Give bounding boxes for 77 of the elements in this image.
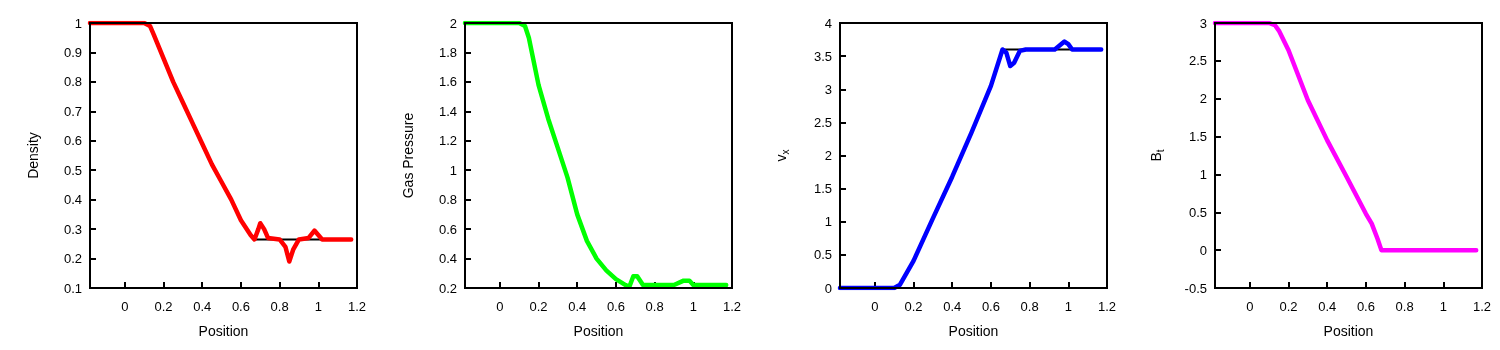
y-tick-label: 2: [449, 15, 457, 31]
y-tick-label: 1.4: [438, 103, 457, 119]
x-tick-label: 0.6: [231, 299, 250, 314]
y-tick-label: 1.6: [438, 74, 457, 90]
x-tick-label: 0.8: [1395, 299, 1414, 314]
y-tick-label: 1.2: [438, 133, 457, 149]
y-tick-label: 0.3: [63, 221, 82, 237]
y-tick-label: 2: [1199, 91, 1207, 107]
y-axis-title: Gas Pressure: [400, 112, 416, 199]
x-tick-label: 0.2: [154, 299, 173, 314]
y-tick-label: -0.5: [1184, 280, 1207, 296]
x-tick-label: 0.2: [1279, 299, 1298, 314]
x-tick-label: 1: [689, 299, 697, 314]
y-tick-label: 0.9: [63, 44, 82, 60]
x-tick-label: 0.4: [568, 299, 587, 314]
y-tick-label: 1: [1199, 166, 1207, 182]
x-tick-label: 1: [314, 299, 322, 314]
y-tick-label: 0.2: [63, 251, 82, 267]
y-tick-label: 0.2: [438, 280, 457, 296]
y-tick-label: 0: [1199, 242, 1207, 258]
x-tick-label: 0: [1246, 299, 1254, 314]
y-tick-label: 0.7: [63, 103, 82, 119]
y-tick-label: 0.8: [63, 74, 82, 90]
y-tick-label: 0.5: [813, 247, 832, 263]
x-tick-label: 1: [1064, 299, 1072, 314]
x-tick-label: 1.2: [1097, 299, 1117, 314]
line-series: [1212, 20, 1479, 253]
x-tick-label: 0.8: [1020, 299, 1039, 314]
y-tick-label: 1.5: [1188, 129, 1207, 145]
y-tick-label: 0.6: [63, 133, 82, 149]
x-tick-label: 1: [1439, 299, 1447, 314]
x-tick-label: 0.4: [943, 299, 962, 314]
x-axis-title: Position: [1323, 323, 1374, 339]
y-axis-title: vx: [773, 149, 791, 162]
y-tick-label: 0.8: [438, 192, 457, 208]
y-tick-label: 1: [824, 214, 832, 230]
y-tick-label: 0.5: [1188, 204, 1207, 220]
x-tick-label: 0: [121, 299, 129, 314]
y-tick-label: 0.4: [438, 251, 457, 267]
x-tick-label: 0.6: [606, 299, 625, 314]
y-tick-label: 0: [824, 280, 832, 296]
y-tick-label: 0.1: [63, 280, 82, 296]
y-tick-label: 3.5: [813, 48, 832, 64]
x-tick-label: 0.8: [645, 299, 664, 314]
x-tick-label: 0.6: [1356, 299, 1375, 314]
y-tick-label: 1: [449, 162, 457, 178]
x-tick-label: 1.2: [1472, 299, 1492, 314]
y-tick-label: 3: [1199, 15, 1207, 31]
x-tick-label: 0.2: [529, 299, 548, 314]
line-series: [837, 39, 1104, 291]
y-tick-label: 1: [74, 15, 82, 31]
line-series: [462, 20, 729, 289]
x-tick-label: 0.8: [270, 299, 289, 314]
line-series: [87, 20, 354, 264]
x-tick-label: 1.2: [722, 299, 742, 314]
y-tick-label: 2.5: [1188, 53, 1207, 69]
y-tick-label: 0.5: [63, 162, 82, 178]
x-axis-title: Position: [948, 323, 999, 339]
y-axis-title: Density: [25, 132, 41, 179]
x-axis-title: Position: [573, 323, 624, 339]
y-tick-label: 0.4: [63, 192, 82, 208]
x-tick-label: 0.4: [193, 299, 212, 314]
x-tick-label: 1.2: [347, 299, 367, 314]
x-tick-label: 0.6: [981, 299, 1000, 314]
x-tick-label: 0.4: [1318, 299, 1337, 314]
y-tick-label: 1.8: [438, 44, 457, 60]
y-axis-title: Bt: [1148, 149, 1166, 162]
x-tick-label: 0: [496, 299, 504, 314]
y-tick-label: 2: [824, 148, 832, 163]
x-tick-label: 0: [871, 299, 879, 314]
x-axis-title: Position: [198, 323, 249, 339]
y-tick-label: 1.5: [813, 181, 832, 197]
x-tick-label: 0.2: [904, 299, 923, 314]
y-tick-label: 3: [824, 81, 832, 97]
y-tick-label: 2.5: [813, 114, 832, 130]
y-tick-label: 0.6: [438, 221, 457, 237]
y-tick-label: 4: [824, 15, 832, 31]
